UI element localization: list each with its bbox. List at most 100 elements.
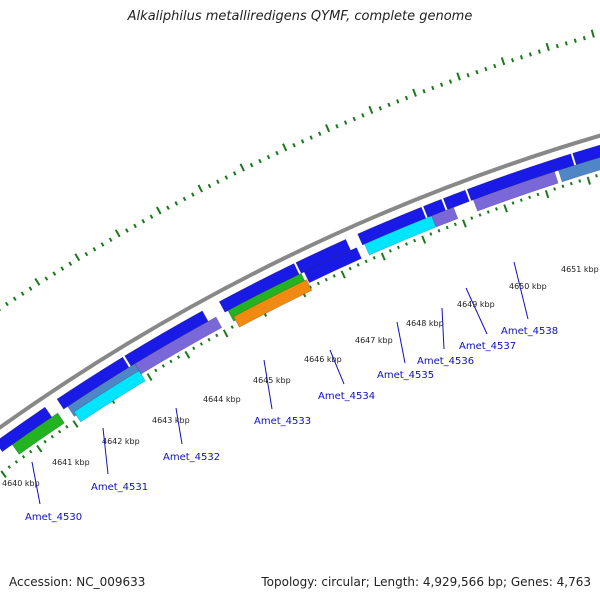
map-title: Alkaliphilus metalliredigens QYMF, compl… xyxy=(127,9,473,24)
tick-mark xyxy=(184,350,191,359)
tick-mark xyxy=(335,124,339,129)
leader-line xyxy=(31,461,41,505)
genome-summary-text: Topology: circular; Length: 4,929,566 bp… xyxy=(261,575,591,589)
gene-feature xyxy=(73,370,146,423)
tick-mark xyxy=(510,57,515,63)
tick-mark xyxy=(475,69,479,75)
scale-labels: 4640 kbp 4641 kbp 4642 kbp 4643 kbp 4644 kbp… xyxy=(2,265,599,488)
scale-label: 4646 kbp xyxy=(304,355,342,364)
tick-mark xyxy=(207,183,212,189)
tick-mark xyxy=(125,228,129,233)
tick-mark xyxy=(4,301,9,307)
tick-mark xyxy=(199,342,204,346)
tick-mark xyxy=(586,176,591,185)
tick-mark xyxy=(431,85,435,91)
scale-label: 4645 kbp xyxy=(253,376,291,385)
tick-mark xyxy=(176,355,181,359)
tick-mark xyxy=(174,201,179,206)
gene-label-text: Amet_4530 xyxy=(25,512,82,523)
tick-mark xyxy=(453,222,457,227)
tick-mark xyxy=(52,271,57,276)
tick-mark xyxy=(232,171,237,176)
tick-mark xyxy=(84,251,89,257)
leader-line xyxy=(329,349,345,385)
tick-mark xyxy=(343,120,348,125)
gene-label-text: Amet_4538 xyxy=(501,326,558,337)
tick-mark xyxy=(544,189,550,199)
tick-mark xyxy=(528,195,532,200)
scale-label: 4649 kbp xyxy=(457,300,495,309)
tick-mark xyxy=(404,242,408,246)
scale-label: 4643 kbp xyxy=(152,416,190,425)
tick-mark xyxy=(511,201,515,205)
tick-mark xyxy=(582,35,586,41)
gene-label-text: Amet_4532 xyxy=(163,452,220,463)
leader-line xyxy=(465,287,488,335)
tick-mark xyxy=(545,42,550,52)
tick-mark xyxy=(292,143,296,148)
tick-mark xyxy=(92,247,97,252)
gene-labels: Amet_4530 Amet_4531 Amet_4532 Amet_4533 Amet… xyxy=(25,261,558,523)
gene-label-text: Amet_4536 xyxy=(417,356,474,367)
scale-label: 4648 kbp xyxy=(406,319,444,328)
tick-mark xyxy=(486,210,490,214)
leader-line xyxy=(175,407,183,445)
scale-label: 4647 kbp xyxy=(355,336,393,345)
tick-mark xyxy=(216,179,220,184)
backbone xyxy=(0,133,600,431)
tick-mark xyxy=(60,266,65,271)
tick-mark xyxy=(191,192,195,197)
tick-mark xyxy=(43,439,47,444)
tick-mark xyxy=(239,163,245,172)
tick-mark xyxy=(282,143,288,152)
tick-mark xyxy=(364,259,368,264)
tick-mark xyxy=(503,204,508,213)
tick-mark xyxy=(470,216,474,220)
tick-mark xyxy=(561,184,565,188)
scale-label: 4641 kbp xyxy=(52,458,90,467)
tick-mark xyxy=(324,277,328,282)
tick-mark xyxy=(275,150,279,156)
tick-mark xyxy=(555,43,559,49)
tick-mark xyxy=(590,29,595,38)
scale-label: 4650 kbp xyxy=(509,282,547,291)
tick-mark xyxy=(215,333,219,338)
tick-mark xyxy=(155,206,162,215)
tick-mark xyxy=(318,131,322,136)
tick-mark xyxy=(50,434,54,439)
tick-mark xyxy=(380,252,386,261)
tick-mark xyxy=(20,291,25,296)
gene-features xyxy=(0,144,600,455)
tick-mark xyxy=(100,242,105,247)
tick-mark xyxy=(44,276,49,281)
tick-mark xyxy=(564,41,568,46)
tick-mark xyxy=(388,249,392,253)
gene-label-text: Amet_4533 xyxy=(254,416,311,427)
tick-mark xyxy=(578,179,582,183)
tick-mark xyxy=(396,99,400,104)
tick-mark xyxy=(361,113,365,118)
leader-line xyxy=(441,307,445,350)
tick-mark xyxy=(146,373,153,382)
tick-mark xyxy=(340,270,346,279)
tick-mark xyxy=(462,219,467,228)
tick-mark xyxy=(34,277,41,286)
tick-mark xyxy=(448,79,453,84)
tick-mark xyxy=(413,238,417,243)
tick-mark xyxy=(197,184,203,193)
tick-mark xyxy=(74,253,81,262)
gene-feature xyxy=(303,247,362,284)
leader-line xyxy=(396,321,406,364)
gene-feature xyxy=(233,279,313,328)
tick-mark xyxy=(161,364,165,368)
gene-feature xyxy=(431,206,459,228)
tick-mark xyxy=(68,261,73,266)
tick-mark xyxy=(28,286,33,291)
gene-feature xyxy=(558,157,600,183)
tick-mark xyxy=(332,274,336,278)
tick-mark xyxy=(595,174,598,178)
tick-mark xyxy=(207,337,211,342)
tick-mark xyxy=(14,460,19,464)
tick-mark xyxy=(412,88,417,97)
